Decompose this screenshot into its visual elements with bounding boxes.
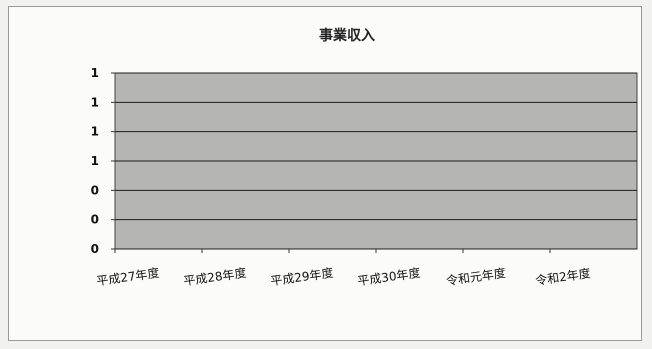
x-tick-label-4: 令和元年度 bbox=[445, 265, 507, 288]
x-tick-layer: 平成27年度 平成28年度 平成29年度 平成30年度 令和元年度 令和2年度 bbox=[95, 249, 591, 288]
chart-svg: 事業収入 0 0 0 1 1 1 1 平成27年度 平成28年度 平成29年度 平成30年度 令和元… bbox=[91, 27, 638, 288]
x-tick-label-5: 令和2年度 bbox=[534, 265, 591, 288]
y-tick-layer: 0 0 0 1 1 1 1 bbox=[91, 66, 115, 256]
chart-frame: 事業収入 0 0 0 1 1 1 1 平成27年度 平成28年度 平成29年度 平成30年度 令和元… bbox=[8, 6, 642, 341]
x-tick-label-3: 平成30年度 bbox=[356, 265, 421, 289]
y-tick-label-5: 1 bbox=[91, 95, 99, 109]
x-tick-label-0: 平成27年度 bbox=[95, 265, 160, 289]
x-tick-label-1: 平成28年度 bbox=[182, 265, 247, 289]
y-tick-label-6: 1 bbox=[91, 66, 99, 80]
y-tick-label-1: 0 bbox=[91, 213, 99, 227]
y-tick-label-0: 0 bbox=[91, 242, 99, 256]
chart-title: 事業収入 bbox=[319, 27, 375, 44]
y-tick-label-4: 1 bbox=[91, 125, 99, 139]
y-tick-label-3: 1 bbox=[91, 154, 99, 168]
y-tick-label-2: 0 bbox=[91, 183, 99, 197]
x-tick-label-2: 平成29年度 bbox=[269, 265, 334, 289]
